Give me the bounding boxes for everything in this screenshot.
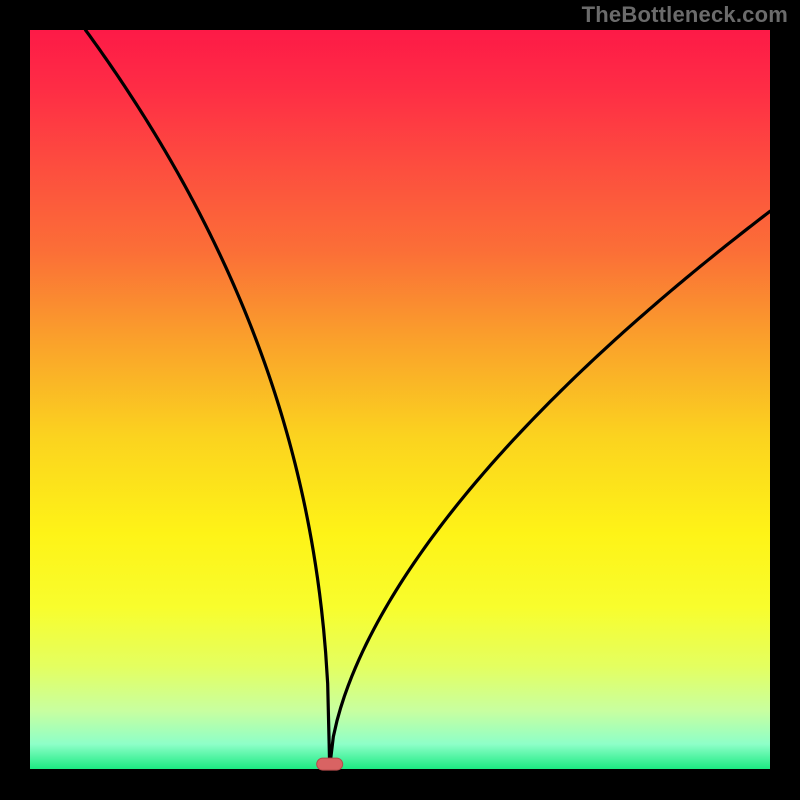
chart-frame: TheBottleneck.com — [0, 0, 800, 800]
watermark-text: TheBottleneck.com — [582, 2, 788, 28]
minimum-marker — [317, 758, 343, 770]
plot-background — [30, 30, 770, 770]
bottleneck-curve-chart — [0, 0, 800, 800]
